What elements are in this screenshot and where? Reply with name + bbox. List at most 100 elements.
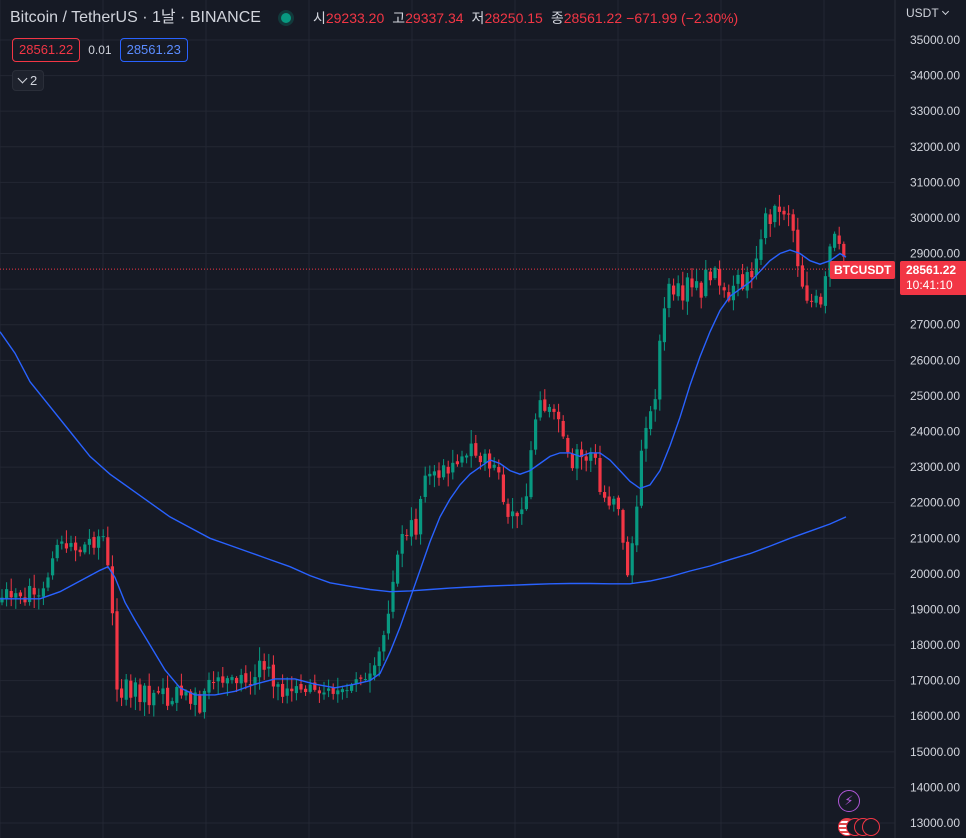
y-tick-label: 25000.00 bbox=[910, 389, 960, 403]
currency-selector[interactable]: USDT bbox=[906, 6, 949, 20]
low-value: 28250.15 bbox=[484, 10, 543, 26]
y-tick-label: 32000.00 bbox=[910, 140, 960, 154]
candle-body bbox=[745, 272, 749, 291]
candle-body bbox=[768, 214, 772, 225]
candle-body bbox=[681, 285, 685, 301]
low-label: 저 bbox=[471, 10, 485, 26]
candle-body bbox=[55, 544, 59, 559]
candle-body bbox=[805, 285, 809, 301]
candle-body bbox=[317, 690, 321, 694]
candle-body bbox=[221, 676, 225, 683]
buy-price-button[interactable]: 28561.23 bbox=[119, 38, 188, 62]
candle-body bbox=[708, 271, 712, 281]
fast-moving-average-line bbox=[0, 249, 847, 696]
last-price-tag: 28561.22 10:41:10 bbox=[900, 261, 966, 295]
y-tick-label: 15000.00 bbox=[910, 745, 960, 759]
candle-body bbox=[97, 536, 101, 548]
candle-body bbox=[28, 585, 32, 603]
candle-body bbox=[658, 340, 662, 400]
close-label: 종 bbox=[550, 10, 564, 26]
candle-body bbox=[175, 687, 179, 703]
candle-body bbox=[147, 685, 151, 706]
candle-body bbox=[492, 464, 496, 468]
candle-body bbox=[607, 496, 611, 506]
candle-body bbox=[87, 538, 91, 545]
candle-body bbox=[580, 449, 584, 458]
indicators-toggle-button[interactable]: 2 bbox=[12, 70, 45, 91]
candle-body bbox=[377, 651, 381, 666]
candle-body bbox=[225, 678, 229, 684]
economic-events-markers[interactable] bbox=[838, 818, 880, 836]
y-tick-label: 20000.00 bbox=[910, 567, 960, 581]
candle-body bbox=[446, 466, 450, 474]
candle-body bbox=[612, 498, 616, 505]
candle-body bbox=[235, 677, 239, 684]
last-price-value: 28561.22 bbox=[906, 263, 957, 277]
candle-body bbox=[616, 497, 620, 510]
candle-body bbox=[823, 276, 827, 306]
candle-body bbox=[281, 683, 285, 697]
candle-body bbox=[14, 593, 18, 598]
candle-body bbox=[474, 443, 478, 456]
candle-body bbox=[193, 692, 197, 705]
candle-body bbox=[290, 688, 294, 692]
y-tick-label: 17000.00 bbox=[910, 674, 960, 688]
chevron-down-icon bbox=[17, 73, 28, 84]
candle-body bbox=[304, 688, 308, 693]
candle-body bbox=[713, 267, 717, 279]
symbol-price-tag: BTCUSDT bbox=[830, 261, 896, 279]
candle-body bbox=[621, 510, 625, 543]
candle-body bbox=[511, 511, 515, 517]
candle-body bbox=[354, 679, 358, 684]
open-value: 29233.20 bbox=[325, 10, 385, 26]
bar-countdown: 10:41:10 bbox=[906, 278, 953, 292]
candle-body bbox=[672, 285, 676, 295]
candle-body bbox=[143, 685, 147, 703]
candle-body bbox=[271, 664, 275, 687]
candle-body bbox=[722, 287, 726, 291]
candle-body bbox=[5, 589, 9, 599]
candle-body bbox=[764, 213, 768, 239]
y-tick-label: 35000.00 bbox=[910, 33, 960, 47]
candle-body bbox=[350, 684, 354, 691]
candle-body bbox=[630, 543, 634, 576]
candle-body bbox=[129, 680, 133, 698]
candle-body bbox=[791, 214, 795, 231]
candle-body bbox=[60, 541, 64, 544]
candle-body bbox=[138, 684, 142, 702]
candle-body bbox=[336, 690, 340, 695]
candle-body bbox=[106, 537, 110, 566]
candle-body bbox=[653, 399, 657, 410]
candle-body bbox=[405, 534, 409, 536]
candle-body bbox=[782, 210, 786, 215]
candle-body bbox=[216, 677, 220, 682]
candle-body bbox=[244, 673, 248, 683]
candle-body bbox=[308, 684, 312, 692]
candle-body bbox=[419, 498, 423, 535]
candle-body bbox=[662, 308, 666, 343]
candle-body bbox=[442, 465, 446, 478]
candle-body bbox=[0, 597, 4, 603]
candle-body bbox=[649, 411, 653, 430]
candle-body bbox=[386, 613, 390, 634]
candle-body bbox=[598, 458, 602, 493]
candle-body bbox=[133, 682, 137, 697]
candle-body bbox=[110, 566, 114, 614]
candle-body bbox=[331, 687, 335, 694]
candle-body bbox=[718, 268, 722, 286]
candle-body bbox=[363, 678, 367, 680]
candle-body bbox=[202, 690, 206, 713]
y-tick-label: 30000.00 bbox=[910, 211, 960, 225]
candle-body bbox=[124, 679, 128, 700]
candle-body bbox=[575, 449, 579, 469]
candle-body bbox=[759, 239, 763, 260]
candle-body bbox=[120, 688, 124, 698]
symbol-title[interactable]: Bitcoin / TetherUS · 1날 · BINANCE bbox=[10, 9, 261, 26]
candle-body bbox=[451, 462, 455, 473]
candle-body bbox=[460, 456, 464, 463]
sell-price-button[interactable]: 28561.22 bbox=[12, 38, 81, 62]
candle-body bbox=[189, 691, 193, 704]
lightning-icon[interactable]: ⚡ bbox=[838, 790, 860, 812]
candle-body bbox=[207, 679, 211, 693]
